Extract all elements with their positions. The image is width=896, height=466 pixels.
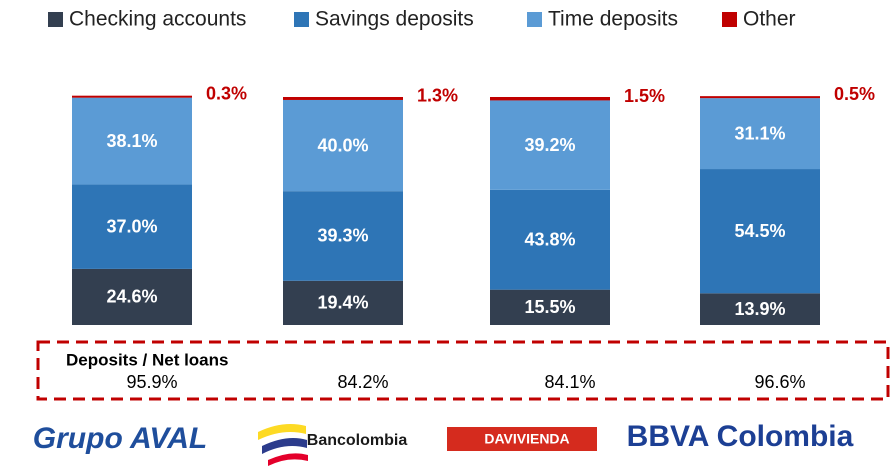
legend-swatch	[294, 12, 309, 27]
ratio-value: 84.1%	[544, 372, 595, 392]
data-label: 39.2%	[524, 135, 575, 155]
data-label: 0.3%	[206, 83, 247, 103]
ratio-box	[36, 340, 890, 401]
legend-label: Time deposits	[548, 8, 678, 31]
ratio-value: 96.6%	[754, 372, 805, 392]
data-label: 31.1%	[734, 123, 785, 143]
ratio-value: 95.9%	[126, 372, 177, 392]
legend-label: Savings deposits	[315, 8, 474, 31]
category-label: BBVA Colombia	[627, 420, 854, 453]
ratio-title: Deposits / Net loans	[66, 350, 228, 369]
bar-segment	[490, 97, 610, 101]
logo-box	[447, 427, 597, 451]
bar-segment	[72, 268, 192, 325]
category-label: Bancolombia	[307, 432, 408, 449]
data-label: 19.4%	[317, 293, 368, 313]
category-label: Grupo AVAL	[33, 422, 207, 455]
bar-segment	[72, 97, 192, 185]
legend-label: Checking accounts	[69, 8, 246, 31]
data-label: 0.5%	[834, 84, 875, 104]
data-label: 54.5%	[734, 221, 785, 241]
bar-segment	[490, 189, 610, 290]
bar-segment	[283, 97, 403, 100]
data-label: 39.3%	[317, 226, 368, 246]
bar-segment	[490, 289, 610, 325]
data-label: 40.0%	[317, 135, 368, 155]
bar-segment	[700, 293, 820, 325]
data-label: 15.5%	[524, 297, 575, 317]
bar-segment	[283, 99, 403, 192]
bar-segment	[283, 191, 403, 281]
bar-segment	[700, 98, 820, 170]
bar-segment	[700, 169, 820, 294]
data-label: 24.6%	[106, 287, 157, 307]
bar-segment	[700, 96, 820, 99]
legend-label: Other	[743, 8, 796, 31]
data-label: 13.9%	[734, 299, 785, 319]
logo-shape	[262, 438, 307, 454]
bar-segment	[72, 184, 192, 269]
data-label: 1.3%	[417, 86, 458, 106]
data-label: 38.1%	[106, 131, 157, 151]
data-label: 1.5%	[624, 86, 665, 106]
legend-swatch	[527, 12, 542, 27]
data-label: 43.8%	[524, 229, 575, 249]
legend-swatch	[722, 12, 737, 27]
data-label: 37.0%	[106, 216, 157, 236]
ratio-value: 84.2%	[337, 372, 388, 392]
logo-shape	[258, 424, 306, 440]
bar-segment	[283, 280, 403, 325]
bar-segment	[490, 100, 610, 190]
logo-shape	[268, 453, 308, 466]
legend-swatch	[48, 12, 63, 27]
bar-segment	[72, 95, 192, 98]
category-label: DAVIVIENDA	[484, 431, 569, 447]
